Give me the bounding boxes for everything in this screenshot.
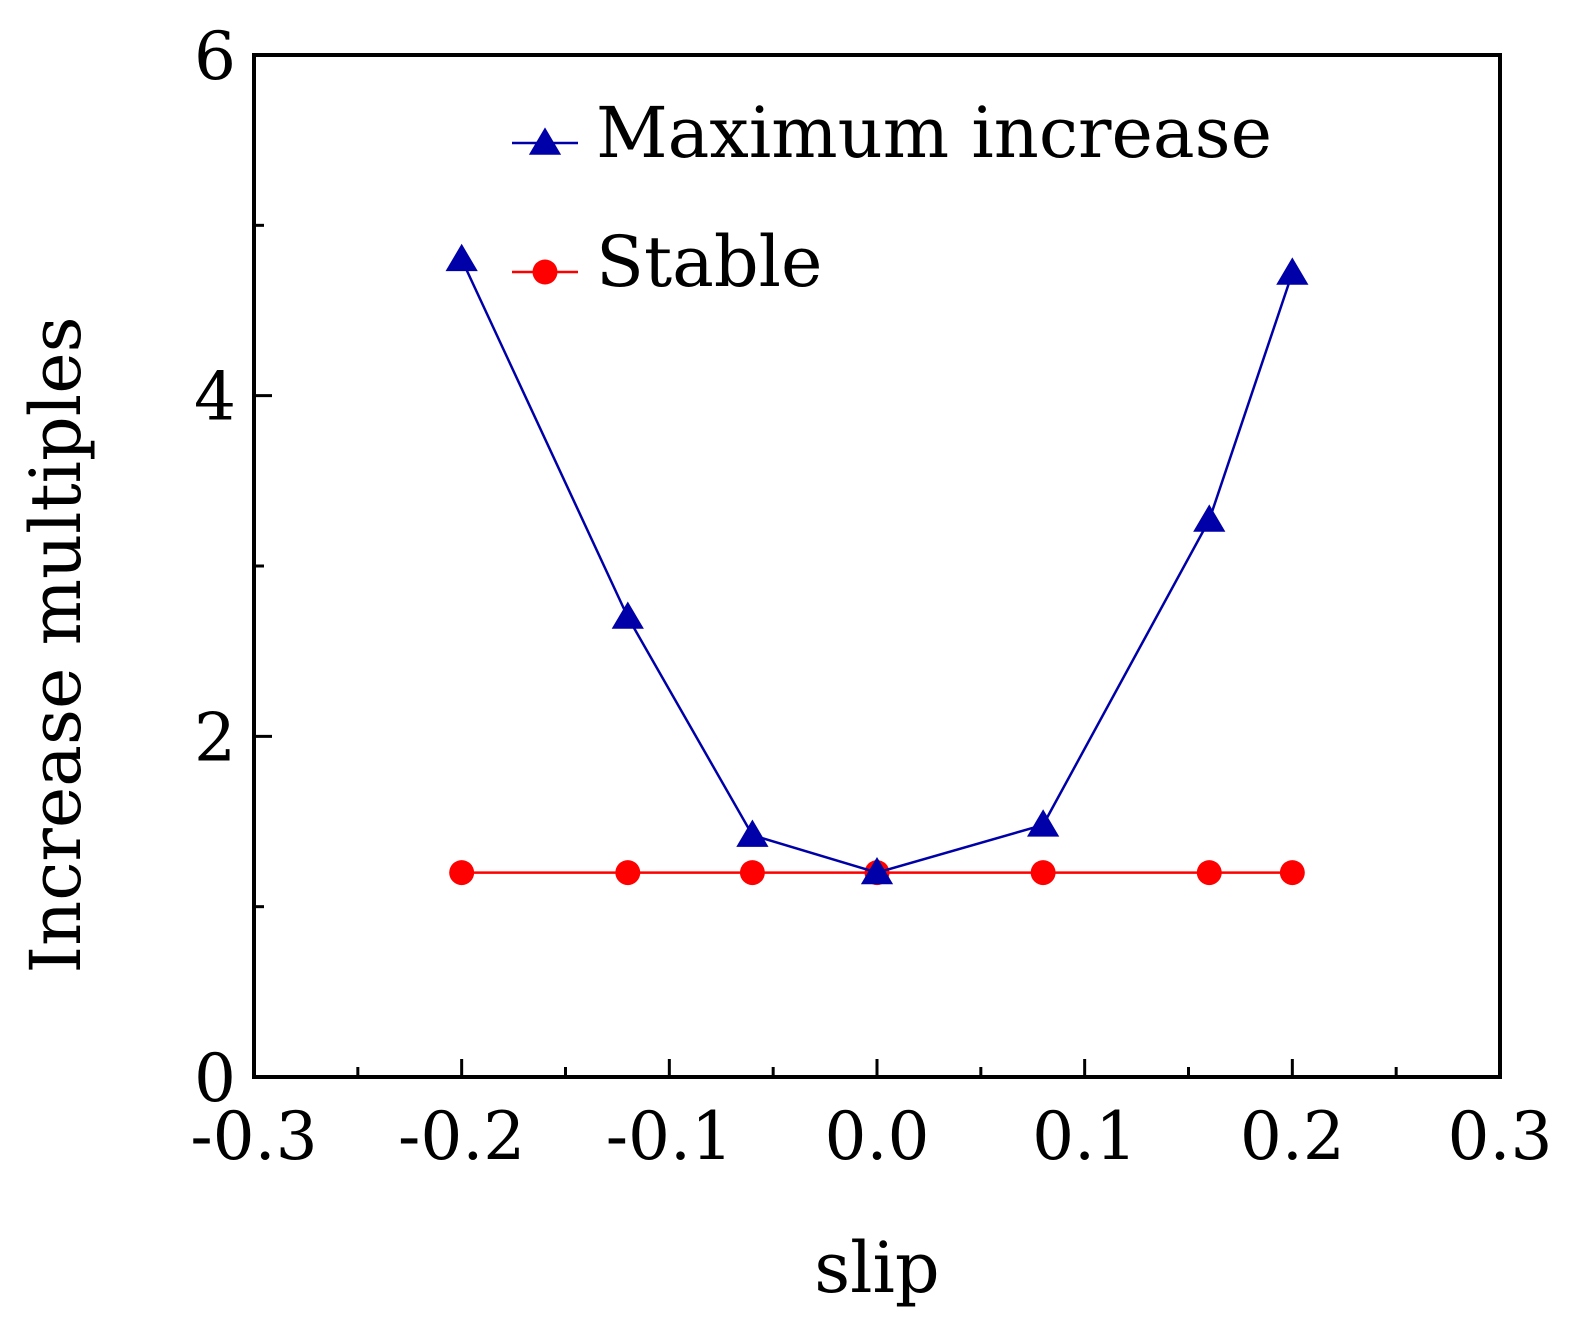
plot-area-frame (252, 53, 1502, 1079)
data-point-maximum-increase (1027, 809, 1060, 837)
x-tick-label: 0.0 (825, 1098, 930, 1175)
data-point-maximum-increase (1276, 257, 1309, 285)
y-tick-label: 6 (194, 18, 236, 95)
legend-label-stable: Stable (596, 221, 822, 303)
series-line-maximum-increase (460, 258, 1294, 874)
data-point-maximum-increase (860, 857, 894, 885)
data-point-stable (739, 860, 765, 886)
data-point-stable (1279, 860, 1305, 886)
y-axis-title: Increase multiples (15, 316, 97, 973)
x-tick-label: -0.3 (190, 1098, 317, 1175)
x-tick-label: -0.1 (606, 1098, 733, 1175)
data-point-stable (1196, 860, 1222, 886)
data-point-stable (1030, 860, 1056, 886)
x-tick-label: 0.1 (1032, 1098, 1137, 1175)
data-point-stable (449, 860, 475, 886)
y-tick-label: 4 (194, 359, 236, 436)
data-point-maximum-increase (736, 819, 769, 847)
x-tick-label: 0.2 (1240, 1098, 1345, 1175)
legend-label-maximum-increase: Maximum increase (596, 92, 1272, 174)
x-axis-title: slip (814, 1227, 940, 1309)
data-point-maximum-increase (1193, 504, 1226, 532)
legend-marker-stable (532, 259, 558, 285)
x-tick-label: 0.3 (1448, 1098, 1553, 1175)
legend: Maximum increase Stable (512, 92, 1272, 303)
y-tick-label: 0 (194, 1040, 236, 1117)
axis-ticks: -0.3 -0.2 -0.1 0.0 0.1 0.2 0.3 0 2 4 6 (190, 18, 1552, 1175)
legend-marker-maximum-increase (528, 127, 562, 155)
x-tick-label: -0.2 (398, 1098, 525, 1175)
data-point-stable (615, 860, 641, 886)
data-point-maximum-increase (611, 601, 644, 629)
series-layer (445, 243, 1309, 886)
data-point-maximum-increase (445, 243, 478, 272)
y-tick-label: 2 (194, 699, 236, 776)
